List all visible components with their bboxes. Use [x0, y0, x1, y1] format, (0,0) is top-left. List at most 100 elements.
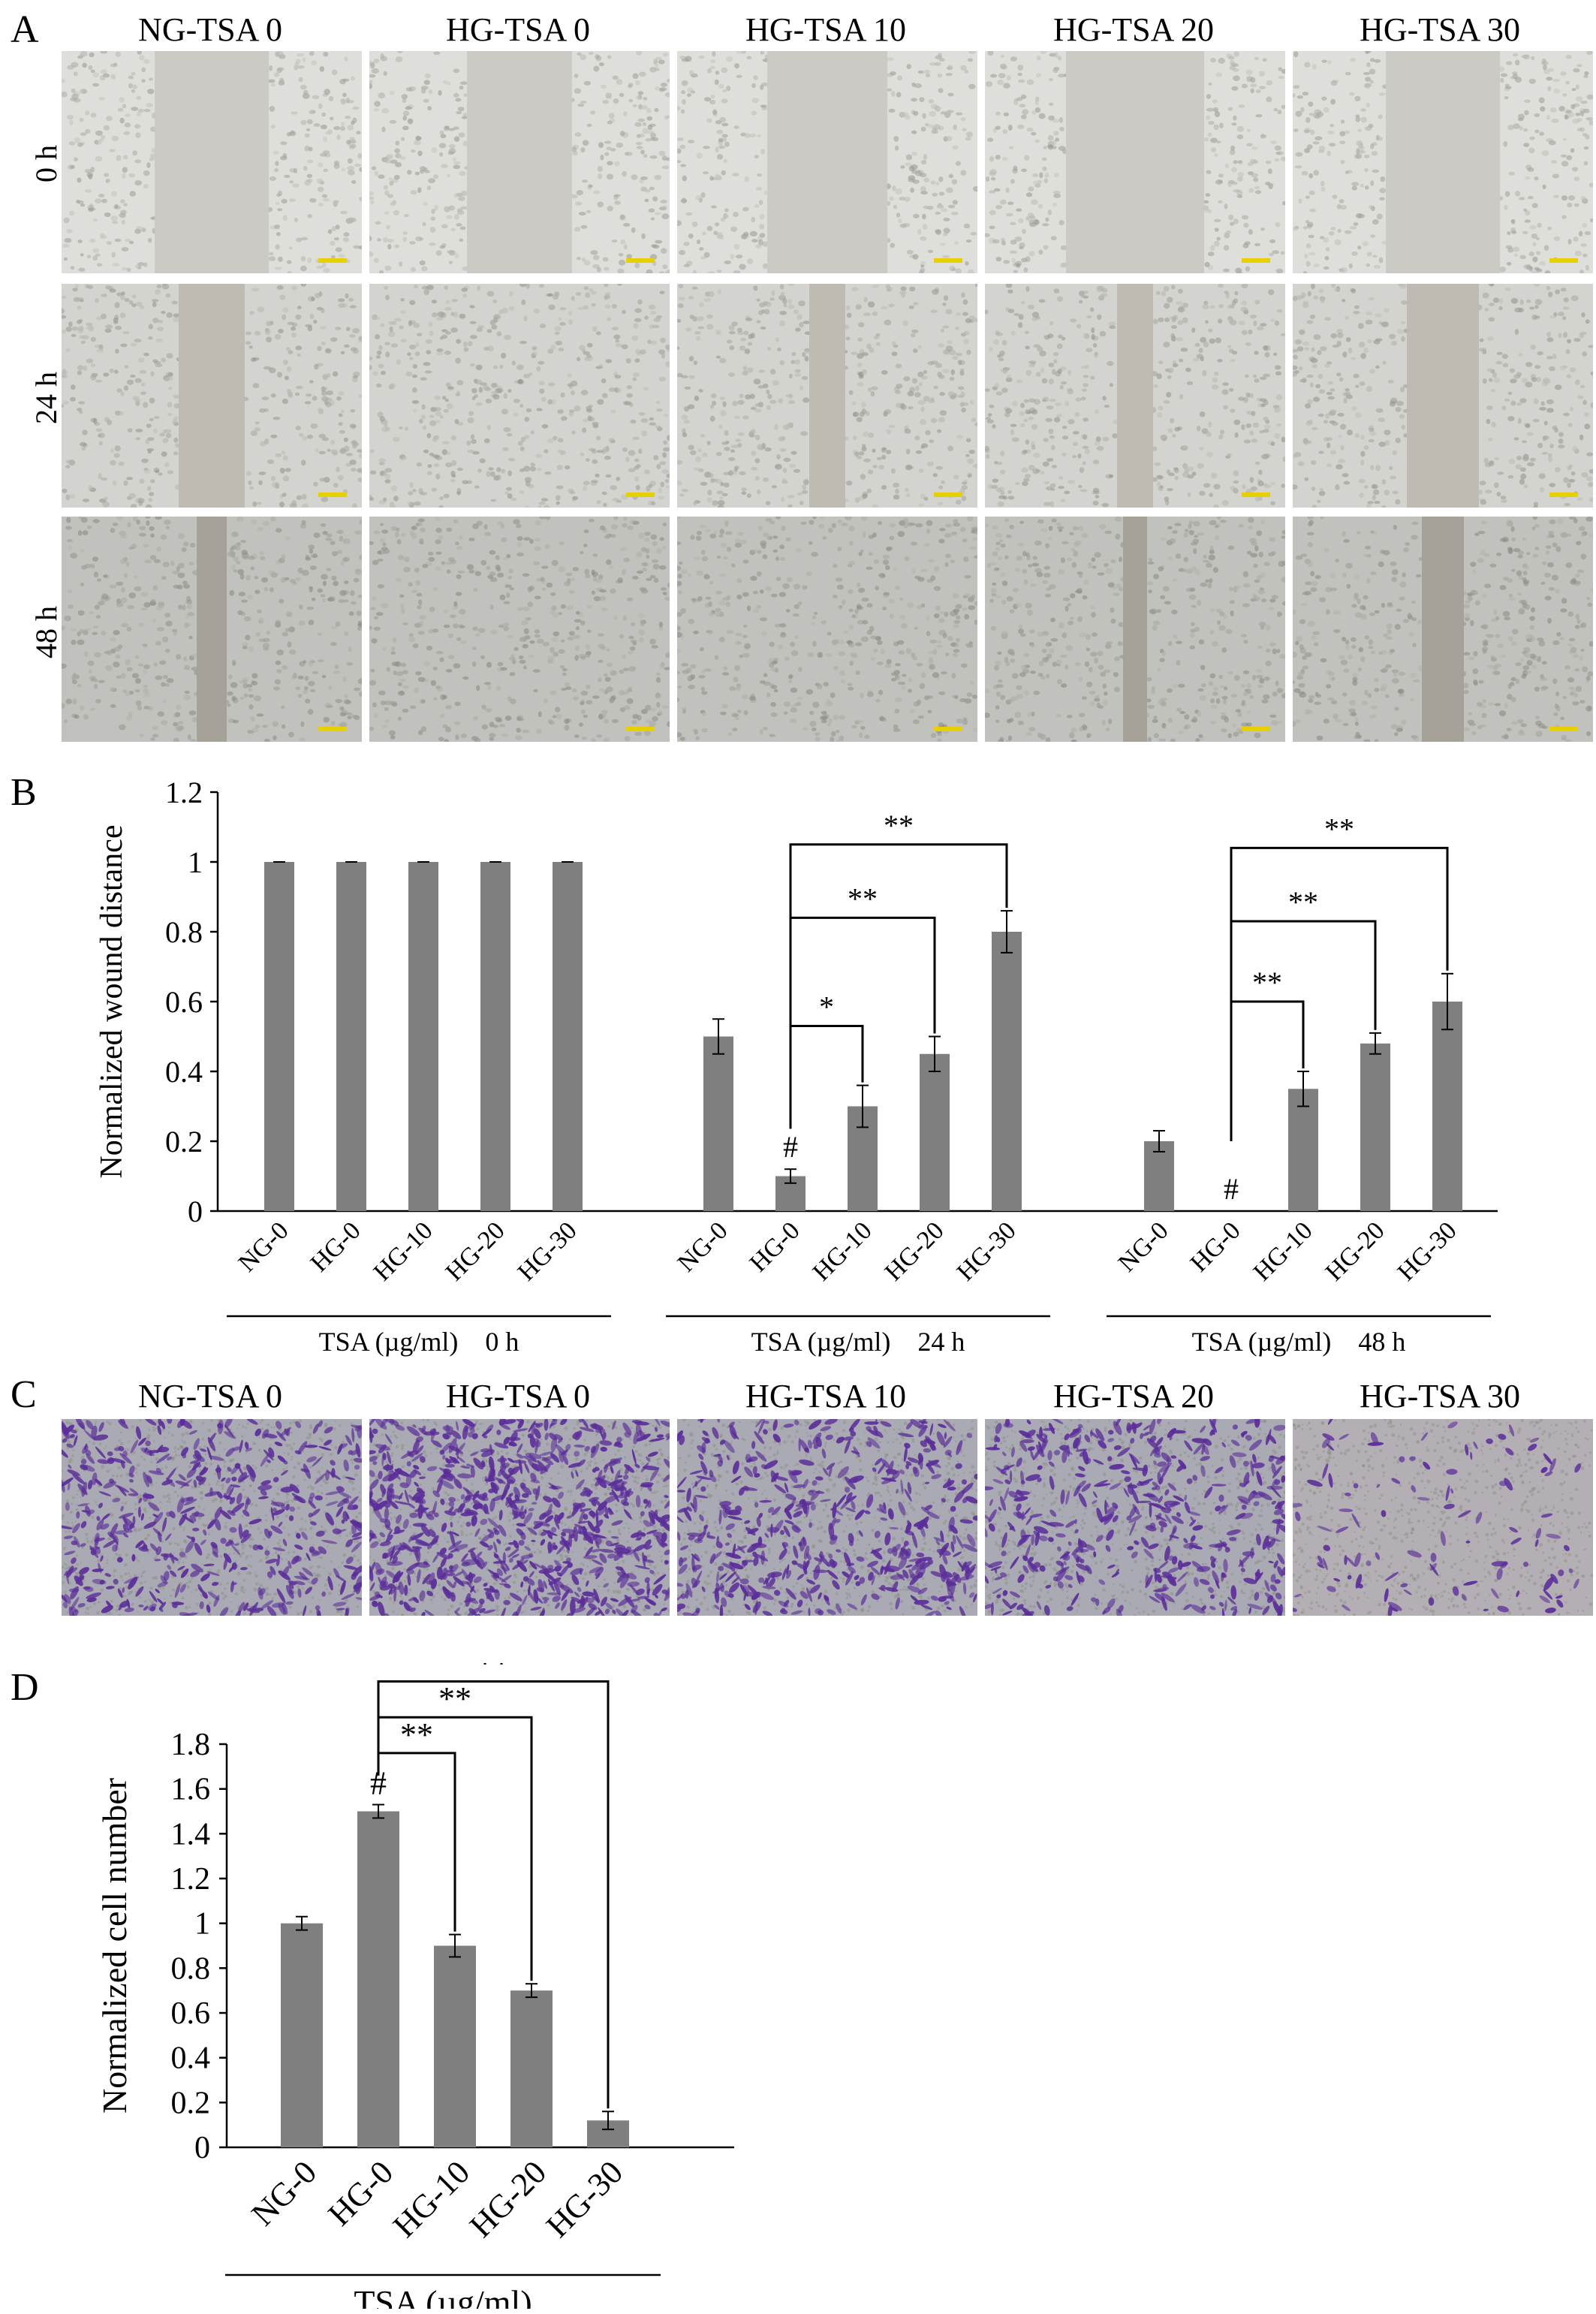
transwell-micrograph: [985, 1419, 1285, 1616]
x-tick-label: HG-20: [462, 2153, 553, 2244]
scale-bar: [626, 258, 655, 263]
wound-micrograph: [985, 284, 1285, 508]
wound-micrograph: [369, 284, 670, 508]
panel-d-label: D: [11, 1666, 39, 1709]
bar: [553, 862, 583, 1211]
panel-a-row-header: 24 h: [29, 372, 63, 424]
cell-number-chart: 0 0.2 0.4 0.6 0.8 1 1.2 1.4 1.6 1.8 Normalized cel…: [95, 1663, 734, 2309]
bar: [434, 1945, 476, 2147]
hash-annotation: #: [783, 1130, 798, 1164]
bar: [480, 862, 510, 1211]
y-tick-label: 0: [188, 1195, 203, 1228]
scale-bar: [626, 727, 655, 731]
error-bar: [784, 1168, 796, 1184]
group-label: TSA (µg/ml) 24 h: [751, 1327, 965, 1357]
x-tick-label: NG-0: [1113, 1216, 1174, 1277]
bar: [1288, 1089, 1318, 1211]
x-tick-label: HG-30: [513, 1216, 583, 1286]
y-tick-label: 0: [194, 2131, 210, 2165]
significance-label: **: [1252, 966, 1282, 999]
wound-micrograph: [677, 284, 977, 508]
scale-bar: [1242, 258, 1270, 263]
panel-c-label: C: [11, 1373, 37, 1416]
significance-bracket: **: [377, 1663, 610, 2109]
wound-micrograph: [985, 517, 1285, 742]
bar: [1432, 1002, 1462, 1211]
transwell-micrograph: [677, 1419, 977, 1616]
scale-bar: [1549, 727, 1578, 731]
scale-bar: [1549, 493, 1578, 497]
x-tick-label: HG-20: [1320, 1216, 1390, 1286]
panel-c-col-header: HG-TSA 20: [1053, 1378, 1214, 1415]
y-tick-label: 1.6: [171, 1773, 211, 1807]
significance-label: **: [848, 881, 878, 915]
x-tick-label: HG-0: [745, 1216, 806, 1277]
error-bar: [857, 1084, 869, 1128]
hash-annotation: #: [1224, 1172, 1239, 1206]
significance-label: *: [819, 990, 834, 1024]
bar: [920, 1053, 950, 1211]
significance-bracket: **: [377, 1716, 456, 1932]
error-bar: [1369, 1032, 1381, 1055]
error-bar: [1297, 1071, 1309, 1107]
bar: [264, 862, 294, 1211]
bar: [992, 932, 1022, 1211]
significance-bracket: **: [789, 809, 1008, 1129]
error-bar: [929, 1035, 941, 1072]
wound-micrograph: [1293, 284, 1593, 508]
hash-annotation: #: [370, 1765, 387, 1802]
wound-micrograph: [369, 517, 670, 742]
significance-label: **: [400, 1716, 433, 1753]
y-tick-label: 0.2: [171, 2086, 211, 2120]
x-tick-label: HG-10: [808, 1216, 878, 1286]
error-bar: [449, 1933, 461, 1958]
error-bar: [602, 2111, 614, 2131]
bar: [357, 1811, 399, 2147]
x-tick-label: NG-0: [673, 1216, 733, 1277]
y-tick-label: 0.8: [165, 915, 203, 949]
x-tick-label: HG-10: [369, 1216, 438, 1286]
y-tick-label: 0.6: [171, 1996, 211, 2031]
x-tick-label: HG-20: [880, 1216, 950, 1286]
x-tick-label: HG-10: [1248, 1216, 1318, 1286]
panel-b-label: B: [11, 771, 37, 814]
error-bar: [712, 1018, 724, 1055]
panel-a-col-header: HG-TSA 30: [1360, 11, 1520, 48]
bar: [336, 862, 366, 1211]
bar: [510, 1990, 553, 2147]
panel-c-col-header: HG-TSA 0: [446, 1378, 590, 1415]
error-bar: [296, 1915, 308, 1931]
y-tick-label: 0.6: [165, 985, 203, 1019]
significance-label: **: [884, 809, 914, 842]
wound-micrograph: [677, 517, 977, 742]
panel-a-col-header: NG-TSA 0: [138, 11, 282, 48]
panel-a-col-header: HG-TSA 20: [1053, 11, 1214, 48]
panel-a-label: A: [11, 8, 39, 51]
x-axis-label: TSA (µg/ml): [354, 2283, 531, 2309]
x-tick-label: HG-30: [1393, 1216, 1462, 1286]
bar: [1360, 1043, 1390, 1211]
significance-label: **: [1288, 885, 1318, 919]
y-tick-label: 1.8: [171, 1728, 211, 1762]
wound-micrograph: [985, 51, 1285, 273]
scale-bar: [1242, 493, 1270, 497]
panel-c-col-header: HG-TSA 10: [745, 1378, 906, 1415]
bar: [281, 1923, 323, 2147]
scale-bar: [318, 493, 347, 497]
y-tick-label: 1.4: [171, 1817, 211, 1852]
x-tick-label: HG-30: [539, 2153, 630, 2244]
panel-a-row-header: 48 h: [29, 606, 63, 658]
error-bar: [1001, 910, 1013, 954]
transwell-micrograph: [62, 1419, 362, 1616]
error-bar: [1441, 972, 1453, 1031]
bar: [1144, 1141, 1174, 1211]
wound-distance-chart: 0 0.2 0.4 0.6 0.8 1 1.2 Normalized wound distan…: [95, 776, 1498, 1357]
panel-a-col-header: HG-TSA 10: [745, 11, 906, 48]
panel-a-col-header: HG-TSA 0: [446, 11, 590, 48]
wound-micrograph: [1293, 517, 1593, 742]
x-tick-label: NG-0: [245, 2153, 324, 2233]
y-tick-label: 0.4: [165, 1055, 203, 1089]
significance-label: **: [1324, 812, 1354, 845]
wound-micrograph: [62, 517, 362, 742]
y-tick-label: 0.4: [171, 2041, 211, 2076]
